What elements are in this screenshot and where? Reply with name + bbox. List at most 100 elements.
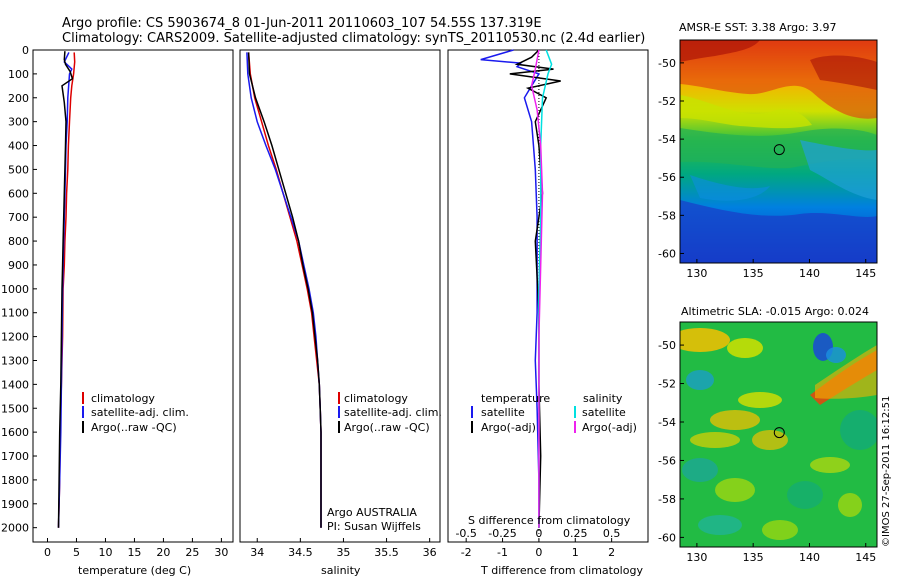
depth-tick-label: 1200 [1,331,29,344]
depth-tick-label: 1700 [1,450,29,463]
x-tick-label: 15 [127,546,141,559]
depth-axis: 0 100 200 300 400 500 600 700 800 900 1000 1100 1200… [1,44,37,535]
legend-label-s-satellite: satellite [582,406,626,419]
series-line-s-argo [530,49,544,528]
depth-tick-label: 1000 [1,283,29,296]
x-tick-label: 35.5 [374,546,399,559]
header-title-line2: Climatology: CARS2009. Satellite-adjuste… [62,31,645,46]
depth-tick-label: 800 [8,235,29,248]
imos-timestamp: ©IMOS 27-Sep-2011 16:12:51 [881,396,892,547]
legend-label-satellite: satellite-adj. clim. [344,406,442,419]
x-tick-label: 34.5 [288,546,313,559]
header-title-line1: Argo profile: CS 5903674_8 01-Jun-2011 2… [62,16,542,31]
x-tick-label: 34 [250,546,264,559]
depth-tick-label: 500 [8,163,29,176]
temperature-profile-panel: 0100200300400500600700800900100011001200… [1,44,234,577]
depth-tick-label: 1500 [1,402,29,415]
salinity-axes-frame [239,49,441,543]
depth-tick-label: 1400 [1,378,29,391]
depth-tick-label: 600 [8,187,29,200]
difference-series [480,49,561,528]
depth-tick-label: 2000 [1,522,29,535]
argo-program-annotation: Argo AUSTRALIA [327,506,417,519]
legend-label-climatology: climatology [91,392,155,405]
lat-tick-label: -52 [658,378,676,391]
legend-label-s-argo: Argo(-adj) [582,421,637,434]
x-tick-label: 5 [73,546,80,559]
sla-latitude-axis: -50 -52 -54 -56 -58 -60 [658,339,684,544]
lon-tick-label: 130 [686,267,707,280]
depth-tick-label: 1600 [1,426,29,439]
lat-tick-label: -50 [658,339,676,352]
lat-tick-label: -52 [658,95,676,108]
x-tick-label: -1 [497,546,508,559]
legend-label-t-argo: Argo(-adj) [481,421,536,434]
lon-tick-label: 140 [799,267,820,280]
temperature-x-label: temperature (deg C) [78,564,191,577]
x-tick-label: 36 [423,546,437,559]
series-line-argo [57,51,74,528]
depth-tick-label: 1800 [1,474,29,487]
lon-tick-label: 140 [799,551,820,564]
series-line-argo [247,52,322,528]
s-tick-label: -0.25 [488,527,516,540]
s-difference-label: S difference from climatology [468,514,631,527]
depth-tick-label: 1300 [1,354,29,367]
depth-tick-label: 0 [22,44,29,57]
lat-tick-label: -54 [658,416,676,429]
lon-tick-label: 145 [855,551,876,564]
s-tick-label: 0 [535,527,542,540]
x-tick-label: 35 [336,546,350,559]
t-difference-x-label: T difference from climatology [480,564,643,577]
x-tick-label: 25 [185,546,199,559]
depth-tick-label: 400 [8,140,29,153]
difference-legend: temperature satellite Argo(-adj) salinit… [471,392,637,434]
lat-tick-label: -56 [658,454,676,467]
sst-map-title: AMSR-E SST: 3.38 Argo: 3.97 [679,21,837,34]
depth-tick-label: 300 [8,116,29,129]
x-tick-label: 20 [156,546,170,559]
lat-tick-label: -50 [658,57,676,70]
temperature-legend: climatology satellite-adj. clim. Argo(..… [82,392,189,434]
depth-tick-label: 700 [8,211,29,224]
depth-tick-label: 1900 [1,498,29,511]
salinity-series [246,52,322,528]
salinity-x-axis: 34 34.5 35 35.5 36 [250,538,437,559]
x-tick-label: 0 [44,546,51,559]
legend-title-temperature: temperature [481,392,550,405]
salinity-legend: climatology satellite-adj. clim. Argo(..… [338,392,442,434]
x-tick-label: 1 [572,546,579,559]
lat-tick-label: -54 [658,133,676,146]
lat-tick-label: -58 [658,209,676,222]
x-tick-label: 2 [608,546,615,559]
legend-label-t-satellite: satellite [481,406,525,419]
salinity-profile-panel: 34 34.5 35 35.5 36 salinity climatology sate… [239,49,442,577]
lat-tick-label: -56 [658,171,676,184]
depth-tick-label: 1100 [1,307,29,320]
difference-axes-frame [447,49,649,543]
x-tick-label: -2 [461,546,472,559]
s-tick-label: 0.5 [603,527,621,540]
lon-tick-label: 135 [743,551,764,564]
x-tick-label: 10 [98,546,112,559]
sla-map-title: Altimetric SLA: -0.015 Argo: 0.024 [681,305,869,318]
legend-label-satellite: satellite-adj. clim. [91,406,189,419]
sla-longitude-axis: 130 135 140 145 [686,543,876,564]
sla-map-field [680,322,877,547]
sla-map-panel: Altimetric SLA: -0.015 Argo: 0.024 1 [658,305,878,564]
depth-tick-label: 100 [8,68,29,81]
x-tick-label: 0 [535,546,542,559]
legend-label-argo: Argo(..raw -QC) [91,421,177,434]
salinity-x-label: salinity [321,564,361,577]
temperature-series [57,51,76,528]
s-tick-label: 0.25 [563,527,588,540]
lon-tick-label: 130 [686,551,707,564]
lon-tick-label: 135 [743,267,764,280]
lat-tick-label: -60 [658,531,676,544]
sst-map-panel: AMSR-E SST: 3.38 Argo: 3.97 130 135 140 145… [658,21,878,280]
s-tick-label: -0.5 [455,527,476,540]
sst-map-frame [679,39,878,264]
x-tick-label: 30 [214,546,228,559]
legend-label-climatology: climatology [344,392,408,405]
